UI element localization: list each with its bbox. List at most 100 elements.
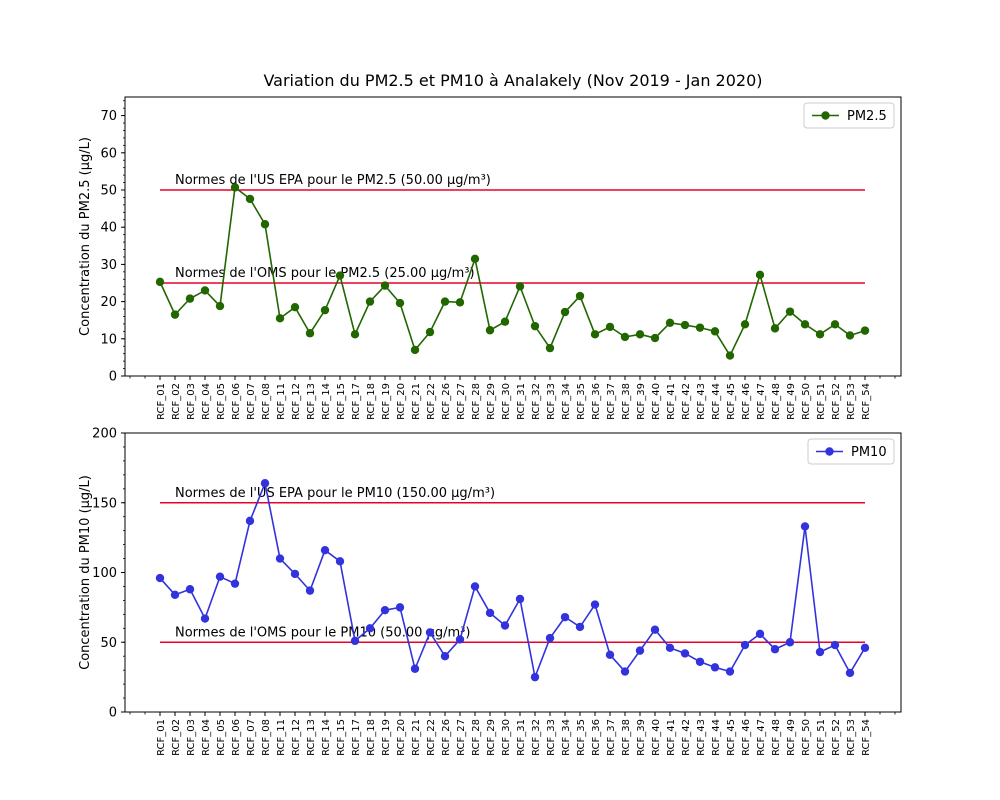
pm10-series-line xyxy=(159,480,866,681)
pm10-data-point xyxy=(800,522,810,531)
pm25-data-point xyxy=(575,291,585,301)
pm25-data-point xyxy=(290,302,300,312)
pm25-x-tick-label: RCF_21 xyxy=(411,383,422,420)
pm25-data-point xyxy=(590,330,600,339)
pm10-data-point xyxy=(545,633,555,643)
pm10-data-point xyxy=(785,638,795,647)
pm10-data-point xyxy=(275,554,285,563)
pm25-y-tick-label: 20 xyxy=(100,295,117,310)
pm25-data-point xyxy=(650,333,660,343)
pm25-x-tick-label: RCF_41 xyxy=(666,383,677,420)
pm25-data-point xyxy=(440,297,450,306)
pm10-x-tick-label: RCF_38 xyxy=(621,719,632,756)
pm10-y-tick-label: 150 xyxy=(92,496,117,511)
pm10-y-tick-label: 100 xyxy=(92,566,117,581)
pm25-legend-marker xyxy=(821,111,830,120)
pm10-x-tick-label: RCF_45 xyxy=(726,719,737,756)
pm25-x-tick-label: RCF_08 xyxy=(261,383,272,420)
pm25-x-tick-label: RCF_34 xyxy=(561,383,572,420)
pm10-data-point xyxy=(245,516,255,526)
pm25-data-point xyxy=(545,343,555,353)
pm10-data-point xyxy=(650,625,660,634)
pm25-x-tick-label: RCF_26 xyxy=(441,383,452,420)
pm25-x-tick-label: RCF_38 xyxy=(621,383,632,420)
pm25-data-point xyxy=(305,329,315,338)
pm10-x-tick-label: RCF_20 xyxy=(396,719,407,756)
pm10-reference-label: Normes de l'US EPA pour le PM10 (150.00 … xyxy=(175,486,495,501)
pm10-data-point xyxy=(230,579,240,588)
pm25-x-tick-label: RCF_15 xyxy=(336,383,347,420)
pm25-x-tick-label: RCF_28 xyxy=(471,383,482,420)
pm25-data-point xyxy=(215,301,225,311)
pm25-data-point xyxy=(410,345,420,355)
pm10-x-tick-label: RCF_01 xyxy=(156,719,167,756)
pm10-x-tick-label: RCF_49 xyxy=(786,719,797,756)
pm25-y-tick-label: 50 xyxy=(100,184,117,199)
pm25-y-tick-label: 70 xyxy=(100,109,117,124)
pm10-data-point xyxy=(665,643,675,653)
pm10-data-point xyxy=(185,585,195,594)
pm10-legend-marker xyxy=(825,447,834,456)
pm10-data-point xyxy=(755,629,765,639)
pm10-data-point xyxy=(335,557,345,566)
pm25-data-point xyxy=(230,183,240,192)
pm25-data-point xyxy=(335,271,345,280)
pm10-x-tick-label: RCF_11 xyxy=(276,719,287,756)
pm10-x-tick-label: RCF_07 xyxy=(246,719,257,756)
pm25-data-point xyxy=(470,254,480,264)
pm10-x-tick-label: RCF_53 xyxy=(846,719,857,756)
pm25-x-tick-label: RCF_03 xyxy=(186,383,197,420)
pm25-x-tick-label: RCF_36 xyxy=(591,383,602,420)
pm25-data-point xyxy=(395,298,405,308)
pm10-y-tick-label: 50 xyxy=(100,636,117,651)
pm10-x-tick-label: RCF_35 xyxy=(576,719,587,756)
pm25-x-tick-label: RCF_02 xyxy=(171,383,182,420)
pm10-x-tick-label: RCF_22 xyxy=(426,719,437,756)
pm25-x-tick-label: RCF_30 xyxy=(501,383,512,420)
pm10-data-point xyxy=(845,668,855,678)
pm25-data-point xyxy=(485,326,495,335)
pm10-data-point xyxy=(425,628,435,637)
pm10-x-tick-label: RCF_46 xyxy=(741,719,752,756)
pm10-x-tick-label: RCF_29 xyxy=(486,719,497,756)
pm25-x-tick-label: RCF_14 xyxy=(321,383,332,420)
pm25-x-tick-label: RCF_54 xyxy=(861,383,872,420)
pm25-x-tick-label: RCF_01 xyxy=(156,383,167,420)
pm25-x-tick-label: RCF_39 xyxy=(636,383,647,420)
pm25-x-tick-label: RCF_20 xyxy=(396,383,407,420)
pm10-x-tick-label: RCF_04 xyxy=(201,719,212,756)
pm10-x-tick-label: RCF_19 xyxy=(381,719,392,756)
pm10-data-point xyxy=(515,594,525,604)
pm10-legend-box xyxy=(807,438,895,465)
pm25-x-tick-label: RCF_04 xyxy=(201,383,212,420)
pm10-legend-label: PM10 xyxy=(851,445,887,460)
pm25-data-point xyxy=(350,330,360,339)
pm25-x-tick-label: RCF_37 xyxy=(606,383,617,420)
pm10-x-tick-label: RCF_52 xyxy=(831,719,842,756)
pm10-x-tick-label: RCF_44 xyxy=(711,719,722,756)
pm25-data-point xyxy=(725,351,735,360)
pm10-data-point xyxy=(725,667,735,676)
pm10-data-point xyxy=(410,664,420,673)
pm25-x-tick-label: RCF_49 xyxy=(786,383,797,420)
pm10-data-point xyxy=(260,479,270,488)
pm10-data-point xyxy=(380,605,390,615)
pm10-x-tick-label: RCF_47 xyxy=(756,719,767,756)
pm10-x-tick-label: RCF_14 xyxy=(321,719,332,756)
pm10-x-tick-label: RCF_39 xyxy=(636,719,647,756)
pm10-data-point xyxy=(215,572,225,581)
pm10-data-point xyxy=(395,603,405,612)
pm25-data-point xyxy=(260,220,270,229)
pm25-data-point xyxy=(200,286,210,295)
pm25-x-tick-label: RCF_43 xyxy=(696,383,707,420)
pm25-reference-label: Normes de l'OMS pour le PM2.5 (25.00 µg/… xyxy=(175,266,475,281)
pm25-x-tick-label: RCF_44 xyxy=(711,383,722,420)
pm10-data-point xyxy=(860,643,870,653)
pm25-x-tick-label: RCF_42 xyxy=(681,383,692,420)
pm25-data-point xyxy=(740,320,750,329)
pm25-data-point xyxy=(665,318,675,328)
pm25-x-tick-label: RCF_48 xyxy=(771,383,782,420)
pm25-data-point xyxy=(845,331,855,340)
